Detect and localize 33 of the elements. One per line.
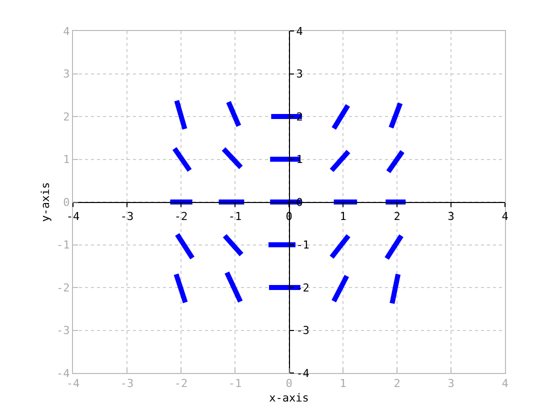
y2-tick-label: -3 <box>296 324 310 338</box>
y-tick-label: -3 <box>56 324 70 338</box>
y-axis-title: y-axis <box>39 182 52 222</box>
y-tick-label: 0 <box>63 196 70 209</box>
y-tick-label: 3 <box>63 68 70 81</box>
x2-tick-label: 3 <box>448 210 454 224</box>
x2-tick-label: -1 <box>228 210 242 224</box>
y2-tick-label: -2 <box>296 281 310 294</box>
x-tick-label: -1 <box>228 377 242 390</box>
y2-tick-label: 1 <box>296 153 303 166</box>
y-tick-label: -2 <box>56 281 70 294</box>
y-tick-label: 2 <box>63 110 70 124</box>
x-axis-title: x-axis <box>269 391 309 404</box>
x2-tick-label: 1 <box>340 210 346 224</box>
y-tick-label: -4 <box>56 366 70 380</box>
x-tick-label: 1 <box>340 377 346 390</box>
y2-tick-label: -1 <box>296 238 310 252</box>
x2-tick-label: 4 <box>502 210 509 224</box>
y-tick-label: -1 <box>56 238 70 252</box>
x2-tick-label: -2 <box>174 210 188 224</box>
x2-tick-label: 2 <box>394 210 400 224</box>
x-tick-label: 2 <box>394 377 400 390</box>
y2-tick-label: -4 <box>296 366 310 380</box>
x2-tick-label: -3 <box>120 210 134 224</box>
x-tick-label: 3 <box>448 377 454 390</box>
x-tick-label: 4 <box>502 377 509 390</box>
y-tick-label: 4 <box>63 24 70 38</box>
y2-tick-label: 3 <box>296 68 303 81</box>
y2-tick-label: 4 <box>296 24 304 38</box>
x-tick-label: 0 <box>286 377 292 390</box>
x-tick-label: -2 <box>174 377 188 390</box>
y-tick-label: 1 <box>63 153 70 166</box>
x-tick-label: -3 <box>120 377 134 390</box>
